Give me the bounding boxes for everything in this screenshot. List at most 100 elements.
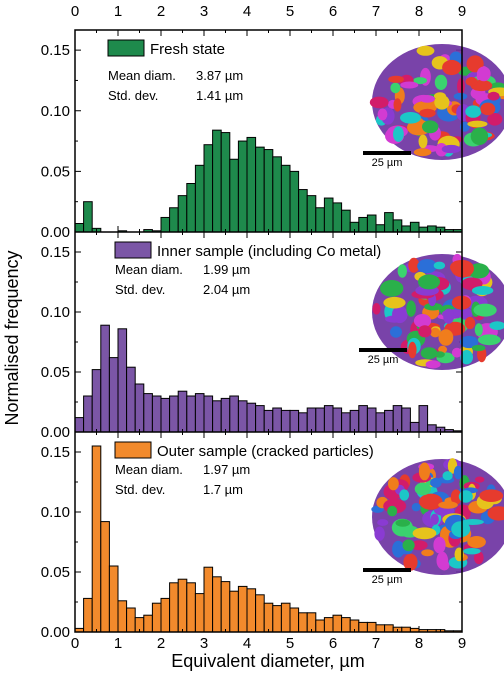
particle-grain [421,549,434,557]
particle-grain [390,326,402,338]
histogram-bar [323,617,334,633]
histogram-bar [375,624,386,633]
particle-grain [471,344,486,352]
histogram-bar [117,328,128,433]
histogram-bar [237,140,248,233]
histogram-bar [83,201,93,233]
particle-grain [419,108,436,118]
y-tick-label: 0.10 [41,304,70,321]
histogram-bar [126,607,136,633]
particle-grain [413,77,427,85]
particle-grain [433,261,446,270]
particle-grain [453,465,463,480]
histogram-bar [384,409,394,433]
histogram-bar [160,597,171,633]
particle-grain [374,526,385,541]
histogram-bar [108,565,119,633]
particle-grain [400,112,421,124]
y-tick-label: 0.10 [41,103,70,120]
histogram-bar [332,407,343,433]
particle-grain [474,323,483,337]
histogram-bar [366,407,377,433]
histogram-bar [100,521,110,633]
particle-grain [390,82,401,94]
histogram-bar [186,582,196,633]
y-tick-label: 0.10 [41,504,70,521]
histogram-bar [401,225,411,233]
particle-grain [418,325,432,338]
histogram-bar [366,621,377,633]
histogram-bar [229,395,239,433]
histogram-bar [246,136,257,233]
particle-grain [434,95,450,110]
particle-grain [419,95,435,103]
histogram-bar [246,402,257,433]
particle-grain [433,536,446,554]
particle-grain [383,296,406,309]
y-tick-label: 0.15 [41,444,70,461]
x-tick-label: 4 [243,635,251,652]
histogram-bar [306,195,317,233]
stat-value: 1.41 µm [196,88,243,103]
panel-3: 0.00 0.05 0.10 0.15 Outer sample (cracked pa… [41,432,504,641]
histogram-bar [83,395,93,433]
x-tick-label: 9 [458,635,466,652]
particle-grain [460,350,474,365]
histogram-bar [134,383,145,433]
particle-grain [372,303,381,315]
particle-grain [417,259,437,274]
plot-frame [74,29,463,633]
particle-grain [463,548,481,555]
particle-grain [408,341,417,359]
y-tick-label: 0.15 [41,42,70,59]
stat-value: 1.97 µm [203,462,250,477]
histogram-bar [194,164,205,233]
particle-grain [487,506,504,521]
histogram-bar [151,395,162,433]
histogram-bar [263,149,274,233]
histogram-bar [229,590,239,633]
histogram-bar [255,146,265,233]
legend-swatch [114,241,152,259]
particle-image [369,44,504,160]
particle-grain [438,329,454,346]
x-tick-label-top: 7 [372,3,380,20]
histogram-bar [427,225,437,233]
particle-grain [424,302,442,311]
histogram-bar [203,395,214,433]
histogram-bar [332,614,343,633]
histogram-bar [298,189,308,233]
histogram-bar [289,409,300,433]
particle-grain [430,477,442,488]
particle-grain [377,519,389,526]
histogram-bar [100,324,110,433]
particle-grain [402,539,415,552]
stat-label: Std. dev. [115,282,165,297]
scale-bar-label: 25 µm [368,354,399,366]
particle-grain [408,257,420,273]
x-tick-label-top: 4 [243,3,251,20]
histogram-bar [358,621,368,633]
particle-grain [465,105,482,118]
histogram-bar [74,417,85,433]
particle-grain [441,144,461,154]
particle-grain [412,527,437,540]
legend-swatch [107,39,145,57]
x-tick-label-top: 3 [200,3,208,20]
histogram-bar [177,578,188,633]
y-tick-label: 0.05 [41,564,70,581]
particle-grain [473,303,497,317]
histogram-bar [384,212,394,233]
x-tick-label-top: 6 [329,3,337,20]
y-axis-title: Normalised frequency [2,250,22,425]
x-tick-label-top: 1 [114,3,122,20]
histogram-bar [315,407,325,433]
particle-grain [414,482,432,496]
histogram-bar [298,412,308,433]
stat-value: 2.04 µm [203,282,250,297]
histogram-bar [272,605,282,633]
histogram-bar [194,393,205,433]
histogram-bar [255,405,265,433]
histogram-bar [203,566,214,633]
